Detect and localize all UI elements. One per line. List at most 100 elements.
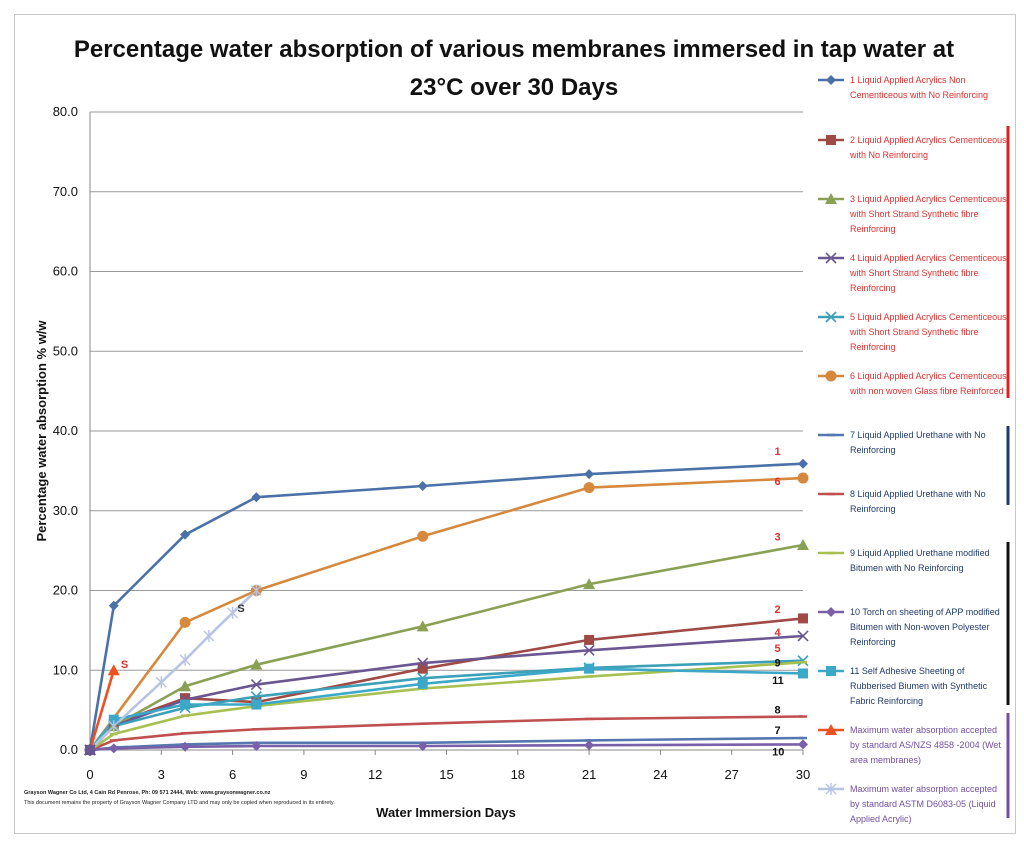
legend-entry-2: 2 Liquid Applied Acrylics Cementiceous wi… — [849, 135, 1007, 160]
y-tick-label: 70.0 — [53, 184, 78, 199]
x-tick-label: 9 — [300, 767, 307, 782]
y-tick-label: 80.0 — [53, 104, 78, 119]
data-point — [180, 741, 191, 752]
chart-title-line-2: 23°C over 30 Days — [410, 74, 618, 101]
data-point — [108, 720, 120, 733]
y-tick-label: 20.0 — [53, 583, 78, 598]
legend-swatch-marker — [825, 724, 837, 735]
legend-entry-4: 4 Liquid Applied Acrylics Cementiceous wi… — [849, 253, 1007, 293]
data-point — [584, 740, 595, 751]
footer-copyright: This document remains the property of Gr… — [24, 800, 335, 806]
series-end-label: 6 — [774, 476, 780, 488]
legend-swatch-marker — [825, 370, 837, 382]
data-point — [417, 663, 428, 674]
data-point — [179, 653, 191, 666]
data-point — [180, 693, 191, 704]
x-tick-label: 27 — [724, 767, 738, 782]
data-point — [584, 634, 595, 645]
x-axis-title: Water Immersion Days — [376, 805, 516, 820]
y-tick-label: 0.0 — [60, 742, 78, 757]
x-tick-label: 6 — [229, 767, 236, 782]
series-line-s1 — [88, 669, 116, 751]
data-point — [179, 616, 191, 628]
data-point — [798, 458, 808, 469]
series-end-label: 10 — [772, 747, 784, 759]
series-end-label: 8 — [774, 704, 780, 716]
data-point — [797, 655, 809, 667]
y-axis-title: Percentage water absorption % w/w — [34, 320, 49, 542]
data-point — [417, 741, 428, 752]
chart-title-line-1: Percentage water absorption of various m… — [74, 36, 954, 63]
legend-entry-5: 5 Liquid Applied Acrylics Cementiceous wi… — [849, 312, 1007, 352]
series-end-label: 3 — [774, 531, 780, 543]
legend-swatch-marker — [825, 783, 837, 795]
series-line-2 — [89, 617, 804, 751]
data-point — [179, 680, 192, 692]
data-point — [417, 678, 428, 689]
footer-contact: Grayson Wagner Co Ltd, 4 Cain Rd Penrose… — [24, 790, 271, 796]
legend-swatch-marker — [826, 135, 836, 145]
series-end-label: 5 — [774, 643, 780, 655]
legend-swatch-marker — [825, 252, 837, 264]
y-tick-label: 60.0 — [53, 264, 78, 279]
series-end-label: S — [121, 659, 128, 671]
series-line-11 — [88, 667, 804, 751]
data-point — [251, 492, 262, 503]
x-tick-label: 21 — [582, 767, 596, 782]
data-point — [108, 743, 119, 754]
data-point — [250, 584, 262, 597]
data-point — [84, 744, 96, 756]
series-end-label: S — [237, 603, 244, 615]
legend-swatch-marker — [826, 666, 836, 676]
legend-swatch-marker — [826, 607, 836, 617]
data-point — [798, 668, 808, 679]
data-point — [417, 530, 429, 542]
data-point — [797, 539, 809, 551]
data-point — [180, 699, 191, 710]
data-point — [108, 600, 119, 611]
y-tick-label: 40.0 — [53, 423, 78, 438]
data-point — [107, 664, 120, 676]
data-point — [250, 658, 263, 670]
legend-swatch-marker — [825, 311, 837, 323]
series-line-6 — [88, 476, 804, 751]
data-point — [583, 644, 595, 656]
data-point — [417, 481, 428, 492]
data-point — [798, 739, 808, 750]
x-tick-label: 15 — [439, 767, 453, 782]
x-tick-label: 30 — [796, 767, 810, 782]
legend-entry-7: 7 Liquid Applied Urethane with No Reinfor… — [850, 430, 986, 455]
data-point — [798, 613, 808, 624]
series-end-label: 11 — [772, 675, 784, 687]
x-tick-label: 0 — [86, 767, 93, 782]
legend-entry-1: 1 Liquid Applied Acrylics Non Cementiceou… — [850, 75, 988, 100]
legend-entry-3: 3 Liquid Applied Acrylics Cementiceous wi… — [849, 194, 1007, 234]
legend-entry-11: 11 Self Adhesive Sheeting of Rubberised B… — [850, 666, 988, 706]
legend-entry-8: 8 Liquid Applied Urethane with No Reinfor… — [850, 489, 986, 514]
x-tick-label: 12 — [368, 767, 382, 782]
legend-entry-6: 6 Liquid Applied Acrylics Cementiceous wi… — [849, 371, 1007, 396]
data-point — [250, 679, 262, 691]
data-point — [583, 482, 595, 494]
data-point — [180, 529, 191, 540]
legend-entry-s2: Maximum water absorption accepted by stan… — [850, 784, 997, 824]
legend-entry-10: 10 Torch on sheeting of APP modified Bitu… — [850, 607, 1000, 647]
data-point — [251, 741, 262, 752]
data-point — [583, 578, 596, 590]
data-point — [417, 657, 429, 669]
data-point — [416, 620, 429, 632]
data-point — [203, 629, 215, 642]
data-point — [584, 469, 595, 480]
legend-swatch-marker — [825, 193, 837, 204]
data-point — [251, 699, 262, 710]
data-point — [108, 714, 119, 725]
series-end-label: 2 — [774, 604, 780, 616]
legend-entry-9: 9 Liquid Applied Urethane modified Bitume… — [850, 548, 990, 573]
series-end-label: 9 — [774, 657, 780, 669]
series-end-label: 1 — [774, 446, 780, 458]
x-tick-label: 24 — [653, 767, 667, 782]
data-point — [797, 472, 809, 484]
series-end-label: 7 — [774, 725, 780, 737]
y-tick-label: 50.0 — [53, 343, 78, 358]
